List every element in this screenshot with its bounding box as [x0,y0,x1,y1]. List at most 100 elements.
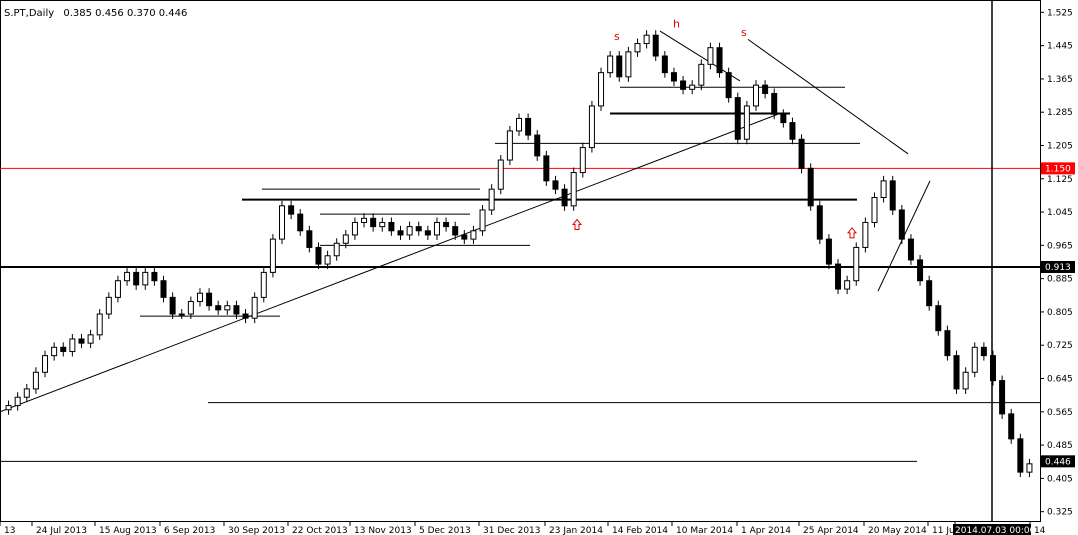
candle-body [780,113,787,124]
candle-body [351,221,358,236]
candle-body [206,292,213,307]
candle-body [461,234,468,240]
candle-body [324,255,331,265]
candle-body [5,405,12,411]
candle-body [69,338,76,352]
price-label-box [1041,162,1075,175]
grid-lines [0,0,1041,522]
candle-body [816,205,823,240]
y-tick-label: 1.205 [1047,141,1073,151]
candle-body [670,72,677,82]
candle-body [980,346,987,357]
y-tick-label: 1.125 [1047,175,1073,185]
trend-line [0,112,781,413]
up-arrow-icon [846,227,858,239]
candle-body [96,313,103,336]
chart-header: S.PT,Daily 0.385 0.456 0.370 0.446 [4,8,187,19]
candle-body [871,197,878,223]
candle-body [962,371,969,390]
x-tick-label: 6 Sep 2013 [164,526,215,535]
candle-body [370,217,377,228]
candle-body [771,92,778,115]
candle-body [1017,438,1024,473]
candle-body [534,134,541,157]
candle-body [935,305,942,332]
y-tick-label: 0.965 [1047,241,1073,251]
candle-body [953,355,960,390]
candle-body [561,188,568,207]
candle-body [424,230,431,236]
candle-body [497,159,504,190]
y-tick-label: 0.805 [1047,308,1073,318]
candle-body [579,147,586,174]
candle-body [944,330,951,357]
candle-body [999,380,1006,415]
candle-body [14,396,21,407]
candle-body [716,47,723,74]
candle-body [397,230,404,236]
y-tick-label: 0.565 [1047,408,1073,418]
candle-body [269,238,276,273]
candle-body [570,172,577,207]
candle-body [470,230,477,240]
candle-body [133,271,140,286]
x-tick-label: 15 Aug 2013 [99,526,157,535]
candle-body [853,246,860,282]
candle-body [288,205,295,215]
candle-body [862,221,869,248]
x-tick-label: 1 Apr 2014 [741,526,791,535]
candle-body [1008,413,1015,440]
candle-body [689,84,696,90]
plot-frame [0,0,1041,522]
candle-body [105,296,112,315]
candle-body [989,355,996,382]
annotations: shs [571,18,858,239]
candle-body [297,213,304,232]
candle-body [898,209,905,240]
candle-body [506,130,513,161]
candle-body [124,271,131,282]
candle-body [625,51,632,78]
candle-body [406,226,413,236]
candle-body [196,292,203,303]
pattern-label: s [741,26,747,39]
candle-body [743,105,750,140]
candle-body [971,346,978,373]
candle-body [725,72,732,99]
candle-body [734,97,741,140]
candle-body [762,84,769,94]
candle-body [333,242,340,257]
y-tick-label: 0.725 [1047,341,1073,351]
candle-body [680,80,687,90]
x-tick-label: 22 Oct 2013 [292,526,348,535]
candle-body [187,301,194,315]
x-tick-label: 31 Dec 2013 [483,526,541,535]
candle-body [32,371,39,390]
candle-body [315,246,322,265]
candle-body [251,296,258,319]
price-label: 1.150 [1045,164,1071,174]
candle-body [543,155,550,182]
candle-body [51,346,58,357]
candle-body [835,263,842,290]
time-axis: 13 24 Jul 2013 15 Aug 2013 6 Sep 2013 30 Sep… [0,522,1046,535]
candle-body [42,355,49,373]
y-tick-label: 1.365 [1047,75,1073,85]
candle-body [598,72,605,107]
candle-body [807,167,814,207]
price-axis: 1.525 1.445 1.365 1.285 1.205 1.125 1.045 0.965… [1040,8,1075,518]
x-tick-label: 14 Feb 2014 [612,526,668,535]
candle-body [825,238,832,265]
candle-body [224,305,231,311]
candle-body [652,34,659,57]
pattern-label: h [673,18,680,31]
candle-body [169,296,176,315]
candle-body [698,63,705,86]
candle-body [880,180,887,199]
candle-body [142,271,149,286]
x-tick-label: 11 Jun [932,526,960,535]
candle-body [525,117,532,136]
y-tick-label: 1.045 [1047,208,1073,218]
